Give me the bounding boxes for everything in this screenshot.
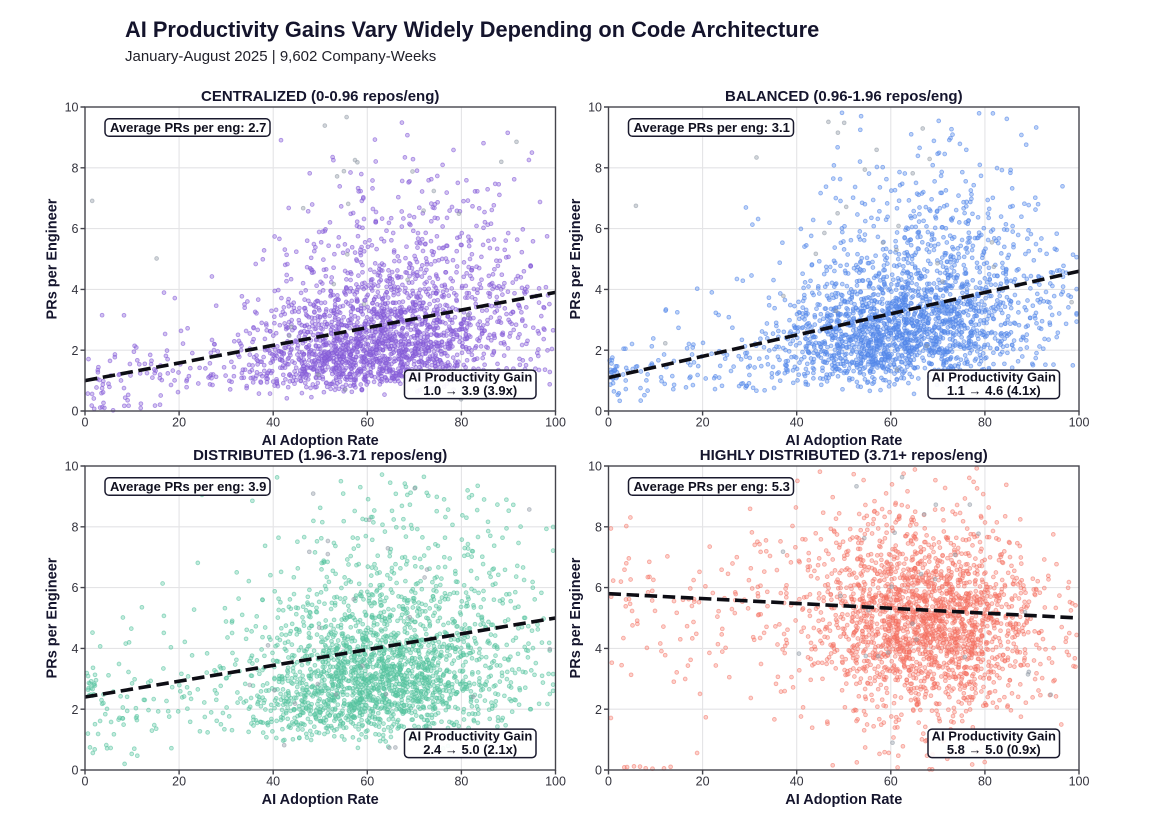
svg-text:AI Productivity Gain: AI Productivity Gain [408, 370, 532, 385]
svg-text:80: 80 [978, 415, 992, 429]
svg-text:0: 0 [82, 415, 89, 429]
svg-text:PRs per Engineer: PRs per Engineer [45, 198, 61, 319]
svg-text:8: 8 [595, 161, 602, 175]
svg-text:20: 20 [696, 415, 710, 429]
svg-text:2: 2 [595, 344, 602, 358]
svg-text:PRs per Engineer: PRs per Engineer [568, 198, 584, 319]
svg-text:20: 20 [172, 415, 186, 429]
svg-text:Average PRs per eng: 2.7: Average PRs per eng: 2.7 [110, 120, 266, 135]
svg-text:8: 8 [72, 161, 79, 175]
svg-text:AI Productivity Gain: AI Productivity Gain [932, 370, 1056, 385]
svg-text:AI Adoption Rate: AI Adoption Rate [262, 433, 379, 449]
svg-text:1.1 → 4.6 (4.1x): 1.1 → 4.6 (4.1x) [947, 383, 1041, 398]
svg-text:4: 4 [595, 283, 602, 297]
svg-text:10: 10 [588, 101, 602, 115]
svg-text:4: 4 [72, 283, 79, 297]
svg-text:6: 6 [72, 222, 79, 236]
svg-text:0: 0 [595, 405, 602, 419]
svg-text:0: 0 [605, 415, 612, 429]
svg-text:100: 100 [1069, 415, 1090, 429]
svg-text:AI Adoption Rate: AI Adoption Rate [785, 433, 902, 449]
svg-text:40: 40 [266, 415, 280, 429]
svg-text:6: 6 [595, 222, 602, 236]
svg-text:40: 40 [790, 415, 804, 429]
svg-text:BALANCED (0.96-1.96 repos/eng): BALANCED (0.96-1.96 repos/eng) [725, 88, 963, 105]
svg-text:80: 80 [454, 415, 468, 429]
svg-text:100: 100 [545, 415, 566, 429]
svg-text:60: 60 [360, 415, 374, 429]
svg-text:0: 0 [72, 405, 79, 419]
svg-text:CENTRALIZED (0-0.96 repos/eng): CENTRALIZED (0-0.96 repos/eng) [201, 88, 439, 105]
svg-text:10: 10 [65, 101, 79, 115]
svg-text:1.0 → 3.9 (3.9x): 1.0 → 3.9 (3.9x) [423, 383, 517, 398]
svg-text:Average PRs per eng: 3.1: Average PRs per eng: 3.1 [634, 120, 790, 135]
svg-text:60: 60 [884, 415, 898, 429]
svg-text:2: 2 [72, 344, 79, 358]
